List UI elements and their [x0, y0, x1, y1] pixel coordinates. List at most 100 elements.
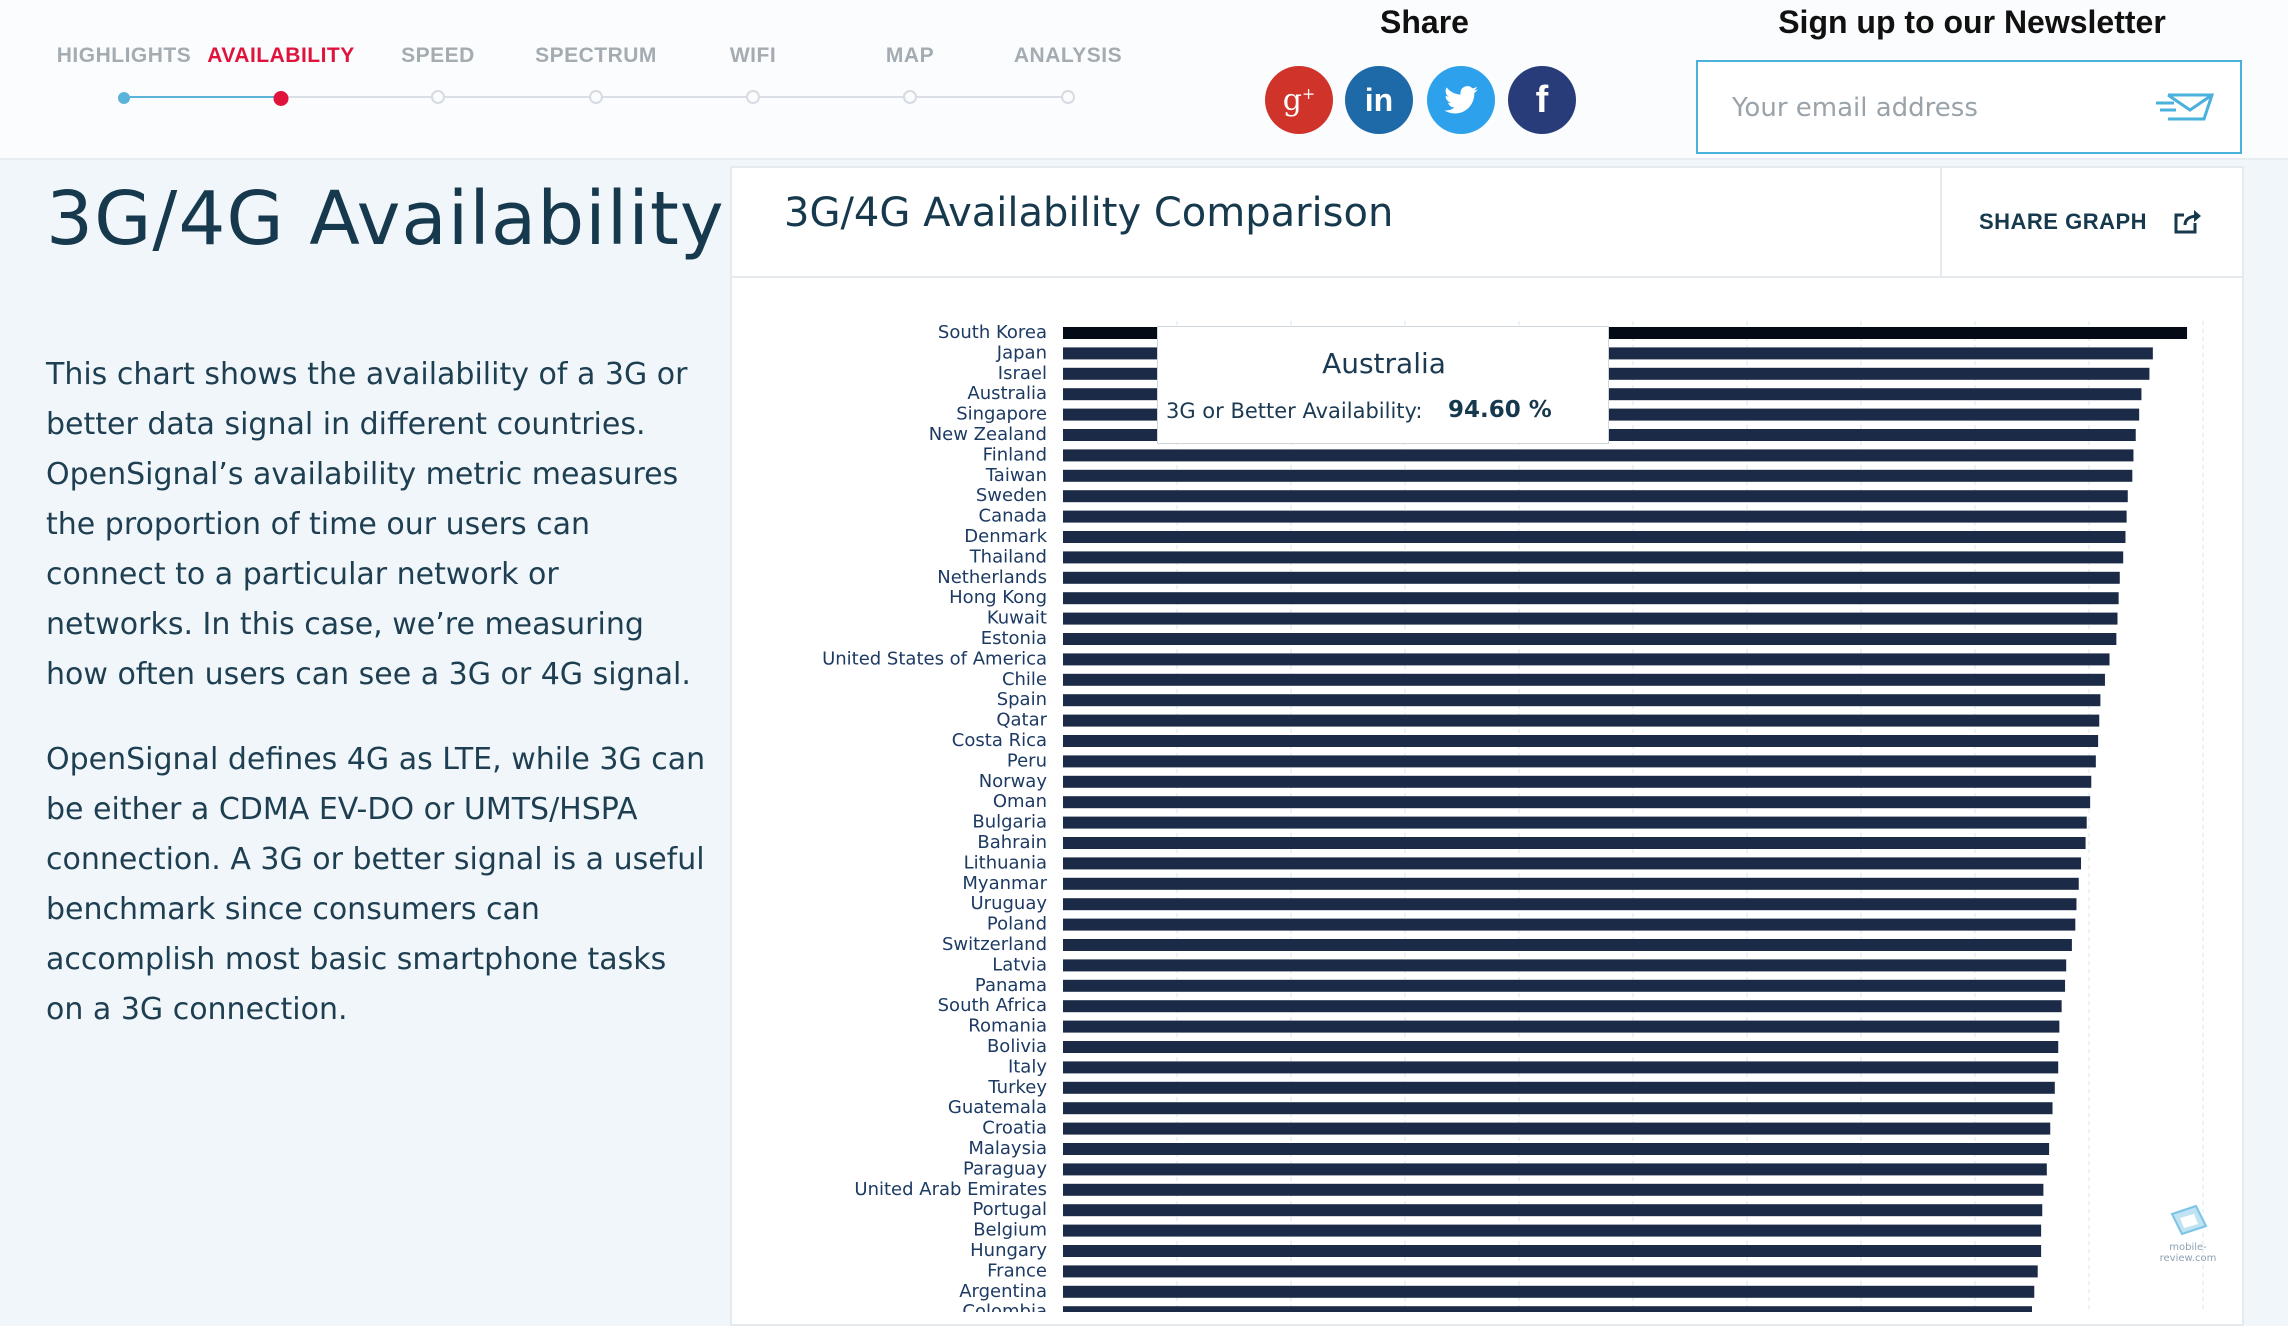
bar-guatemala[interactable]: [1063, 1102, 2053, 1115]
country-label: Croatia: [982, 1118, 1047, 1139]
bar-bulgaria[interactable]: [1063, 816, 2087, 829]
bar-uruguay[interactable]: [1063, 898, 2077, 911]
google-plus-button[interactable]: g+: [1265, 66, 1333, 134]
bar-myanmar[interactable]: [1063, 877, 2079, 890]
country-label: Oman: [993, 791, 1047, 812]
bar-poland[interactable]: [1063, 918, 2076, 931]
twitter-button[interactable]: [1427, 66, 1495, 134]
description-paragraph-1: This chart shows the availability of a 3…: [46, 357, 691, 692]
country-label: Turkey: [987, 1077, 1047, 1098]
linkedin-button[interactable]: in: [1345, 66, 1413, 134]
country-label: Panama: [975, 975, 1047, 996]
linkedin-icon: in: [1364, 81, 1394, 118]
bar-denmark[interactable]: [1063, 531, 2126, 543]
bar-bahrain[interactable]: [1063, 837, 2086, 849]
bar-chile[interactable]: [1063, 673, 2105, 686]
country-label: Israel: [998, 363, 1047, 384]
bar-netherlands[interactable]: [1063, 571, 2120, 584]
nav-dot-highlights[interactable]: [118, 92, 130, 104]
nav-dot-wifi[interactable]: [746, 90, 760, 104]
country-label: Finland: [983, 444, 1047, 465]
bar-argentina[interactable]: [1063, 1285, 2035, 1298]
bar-bolivia[interactable]: [1063, 1041, 2059, 1053]
nav-item-map[interactable]: MAP: [885, 44, 935, 67]
bar-paraguay[interactable]: [1063, 1163, 2047, 1176]
nav-item-availability[interactable]: AVAILABILITY: [207, 44, 355, 67]
bar-lithuania[interactable]: [1063, 857, 2082, 870]
chart-title: 3G/4G Availability Comparison: [784, 190, 1394, 236]
country-label: Myanmar: [962, 873, 1047, 894]
country-label: Hong Kong: [949, 587, 1047, 608]
country-label: Canada: [979, 506, 1048, 527]
bar-romania[interactable]: [1063, 1020, 2060, 1033]
bar-switzerland[interactable]: [1063, 939, 2072, 951]
bar-taiwan[interactable]: [1063, 469, 2133, 482]
send-mail-icon[interactable]: [2154, 90, 2216, 124]
availability-bar-chart: South KoreaJapanIsraelAustraliaSingapore…: [822, 321, 2204, 1312]
country-label: United Arab Emirates: [854, 1179, 1047, 1200]
nav-dot-speed[interactable]: [431, 90, 445, 104]
bar-south-africa[interactable]: [1063, 1000, 2062, 1013]
tooltip-metric-label: 3G or Better Availability:: [1166, 399, 1423, 423]
bar-france[interactable]: [1063, 1265, 2038, 1278]
country-label: Romania: [968, 1016, 1047, 1037]
country-label: Norway: [979, 771, 1048, 792]
facebook-icon: f: [1535, 78, 1549, 121]
nav-dot-map[interactable]: [903, 90, 917, 104]
bar-colombia[interactable]: [1063, 1306, 2032, 1312]
bar-estonia[interactable]: [1063, 633, 2117, 645]
country-label: Malaysia: [968, 1138, 1047, 1159]
bar-united-arab-emirates[interactable]: [1063, 1183, 2044, 1196]
nav-dot-availability[interactable]: [273, 91, 289, 106]
top-bar: HIGHLIGHTS AVAILABILITY SPEED SPECTRUM W…: [0, 0, 2288, 160]
bar-croatia[interactable]: [1063, 1122, 2051, 1135]
bar-latvia[interactable]: [1063, 959, 2067, 972]
facebook-button[interactable]: f: [1508, 66, 1576, 134]
bar-italy[interactable]: [1063, 1061, 2059, 1074]
bar-canada[interactable]: [1063, 510, 2127, 523]
bar-costa-rica[interactable]: [1063, 735, 2099, 747]
nav-item-speed[interactable]: SPEED: [401, 44, 475, 67]
share-graph-label: SHARE GRAPH: [1978, 209, 2148, 234]
nav-item-highlights[interactable]: HIGHLIGHTS: [56, 44, 192, 67]
country-label: Uruguay: [971, 893, 1048, 914]
country-label: Argentina: [959, 1281, 1047, 1302]
country-label: Denmark: [964, 526, 1047, 547]
bar-panama[interactable]: [1063, 979, 2066, 992]
bar-peru[interactable]: [1063, 755, 2096, 768]
nav-item-spectrum[interactable]: SPECTRUM: [535, 44, 657, 67]
bar-hong-kong[interactable]: [1063, 592, 2119, 605]
bar-kuwait[interactable]: [1063, 612, 2118, 625]
bar-norway[interactable]: [1063, 775, 2092, 788]
bar-spain[interactable]: [1063, 694, 2101, 707]
country-label: South Africa: [938, 995, 1047, 1016]
bar-finland[interactable]: [1063, 449, 2134, 462]
share-graph-button[interactable]: SHARE GRAPH: [1940, 168, 2242, 276]
bar-sweden[interactable]: [1063, 490, 2128, 503]
bar-united-states-of-america[interactable]: [1063, 653, 2110, 666]
country-label: Netherlands: [937, 567, 1047, 588]
country-label: Paraguay: [963, 1158, 1047, 1179]
bar-belgium[interactable]: [1063, 1224, 2042, 1237]
bar-malaysia[interactable]: [1063, 1143, 2050, 1155]
country-label: Portugal: [972, 1199, 1047, 1220]
newsletter-title: Sign up to our Newsletter: [1778, 4, 2166, 40]
bar-turkey[interactable]: [1063, 1081, 2055, 1094]
bar-thailand[interactable]: [1063, 551, 2124, 564]
nav-progress-fill: [124, 96, 281, 98]
nav-item-wifi[interactable]: WIFI: [729, 44, 777, 67]
header-divider: [1940, 168, 1942, 276]
email-input[interactable]: [1730, 86, 2134, 130]
bar-oman[interactable]: [1063, 796, 2091, 809]
nav-dot-analysis[interactable]: [1061, 90, 1075, 104]
country-label: Singapore: [956, 404, 1047, 425]
country-label: Kuwait: [987, 608, 1047, 629]
nav-dot-spectrum[interactable]: [589, 90, 603, 104]
country-label: Bolivia: [987, 1036, 1047, 1057]
bar-portugal[interactable]: [1063, 1204, 2043, 1217]
bar-hungary[interactable]: [1063, 1245, 2042, 1257]
bar-qatar[interactable]: [1063, 714, 2100, 727]
country-label: France: [987, 1260, 1047, 1281]
tooltip-country: Australia: [1322, 347, 1446, 380]
nav-item-analysis[interactable]: ANALYSIS: [1013, 44, 1123, 67]
